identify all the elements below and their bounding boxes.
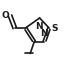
Text: S: S	[51, 24, 58, 33]
Text: N: N	[35, 22, 43, 31]
Text: O: O	[1, 11, 9, 20]
Text: N: N	[41, 29, 48, 38]
